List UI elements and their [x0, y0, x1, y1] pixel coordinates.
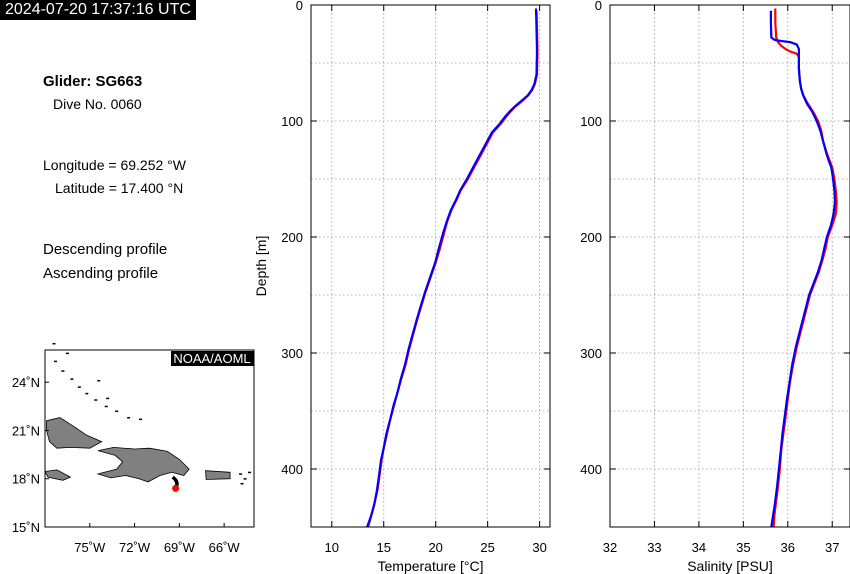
map-lat-label: 21˚N — [12, 423, 40, 438]
salinity-xtick-label: 34 — [692, 540, 706, 555]
islet-mark — [127, 416, 131, 419]
salinity-xtick-label: 35 — [736, 540, 750, 555]
temperature-ascending-line — [366, 8, 539, 528]
salinity-ascending-line — [769, 10, 836, 528]
temperature-ytick-label: 300 — [281, 346, 303, 361]
islet-mark — [97, 379, 101, 382]
map-lon-label: 72˚W — [119, 540, 151, 555]
temperature-xtick-label: 30 — [532, 540, 546, 555]
map-badge-text: NOAA/AOML — [173, 351, 250, 366]
salinity-ytick-label: 400 — [580, 462, 602, 477]
glider-position-marker — [172, 484, 180, 492]
temperature-xtick-label: 15 — [377, 540, 391, 555]
salinity-ytick-label: 200 — [580, 230, 602, 245]
temperature-ytick-label: 200 — [281, 230, 303, 245]
jamaica-land — [44, 469, 72, 481]
islet-mark — [70, 378, 74, 380]
map-badge-bg — [171, 351, 254, 366]
salinity-frame — [609, 4, 850, 528]
islet-mark — [61, 370, 65, 372]
islet-mark — [53, 360, 57, 363]
islet-mark — [65, 352, 69, 355]
timestamp-label: 2024-07-20 17:37:16 UTC — [0, 0, 196, 20]
islet-mark — [240, 482, 244, 485]
salinity-ytick-label: 0 — [595, 0, 602, 13]
temperature-frame — [310, 4, 551, 528]
puerto-rico-land — [205, 470, 231, 480]
temperature-ytick-label: 100 — [281, 114, 303, 129]
temperature-xtick-label: 20 — [428, 540, 442, 555]
islet-mark — [85, 392, 89, 395]
latitude-label: Latitude = 17.400 °N — [55, 180, 184, 196]
salinity-xtick-label: 36 — [781, 540, 795, 555]
map-frame — [44, 349, 255, 528]
islet-mark — [248, 471, 252, 474]
temperature-yaxis-label: Depth [m] — [253, 236, 269, 297]
map-lon-label: 66˚W — [209, 540, 241, 555]
glider-title: Glider: SG663 — [43, 73, 143, 90]
descending-legend: Descending profile — [43, 241, 168, 258]
salinity-xaxis-label: Salinity [PSU] — [687, 558, 773, 574]
islet-mark — [243, 478, 247, 480]
salinity-descending-line — [772, 8, 838, 528]
hispaniola-land — [96, 446, 190, 483]
map-lon-label: 69˚W — [164, 540, 196, 555]
longitude-label: Longitude = 69.252 °W — [43, 157, 186, 173]
islet-mark — [77, 386, 81, 388]
temperature-xaxis-label: Temperature [°C] — [378, 558, 484, 574]
salinity-xtick-label: 33 — [647, 540, 661, 555]
dive-number: Dive No. 0060 — [53, 96, 142, 112]
islet-mark — [94, 399, 98, 401]
temperature-ytick-label: 400 — [281, 462, 303, 477]
cuba-land — [46, 417, 103, 449]
temperature-descending-line — [367, 10, 539, 528]
map-lat-label: 24˚N — [12, 375, 40, 390]
map-lon-label: 75˚W — [74, 540, 106, 555]
islet-mark — [239, 473, 243, 475]
islet-mark — [139, 418, 143, 421]
temperature-xtick-label: 10 — [325, 540, 339, 555]
map-lat-label: 15˚N — [12, 520, 40, 535]
islet-mark — [106, 397, 110, 400]
salinity-ytick-label: 300 — [580, 346, 602, 361]
temperature-ytick-label: 0 — [296, 0, 303, 13]
salinity-xtick-label: 37 — [825, 540, 839, 555]
islet-mark — [52, 342, 56, 345]
islet-mark — [115, 410, 119, 413]
map-lat-label: 18˚N — [12, 472, 40, 487]
ascending-legend: Ascending profile — [43, 265, 159, 282]
islet-mark — [104, 405, 108, 408]
salinity-ytick-label: 100 — [580, 114, 602, 129]
temperature-xtick-label: 25 — [480, 540, 494, 555]
salinity-xtick-label: 32 — [603, 540, 617, 555]
